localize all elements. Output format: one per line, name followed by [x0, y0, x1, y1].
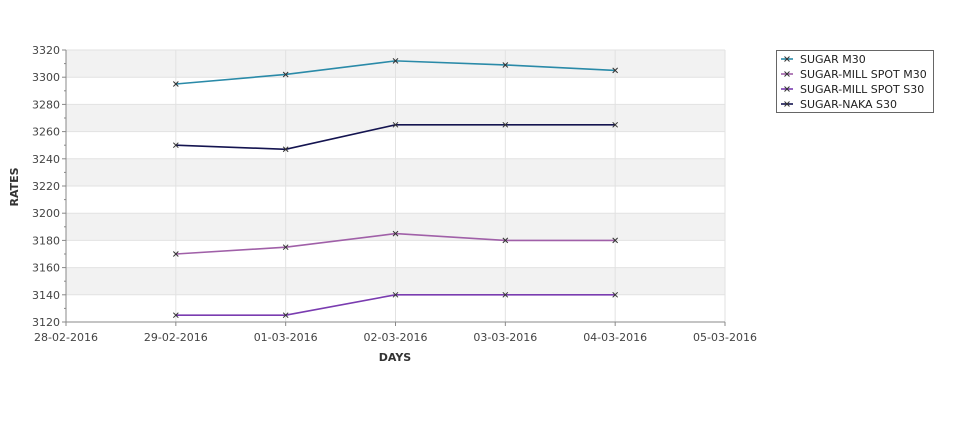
y-tick-label: 3200	[32, 207, 60, 220]
legend-label: SUGAR-MILL SPOT M30	[800, 68, 927, 81]
y-axis-title: RATES	[8, 167, 21, 206]
data-point-marker	[612, 121, 619, 128]
legend-item: SUGAR M30	[781, 53, 866, 66]
data-point-marker	[502, 291, 509, 298]
data-point-marker	[392, 58, 399, 64]
data-point-marker	[612, 291, 619, 298]
data-point-marker	[392, 230, 399, 237]
x-tick-label: 03-03-2016	[473, 331, 537, 344]
legend-label: SUGAR M30	[800, 53, 866, 66]
data-point-marker	[392, 291, 399, 298]
data-point-marker	[282, 71, 289, 78]
data-point-marker	[282, 244, 289, 251]
y-axis-ticks: 3120 3140 3160 3180 3200 3220 3240 3260 3280 3300…	[32, 44, 66, 329]
data-point-marker	[502, 121, 509, 128]
data-point-marker	[502, 237, 509, 244]
series-lines	[172, 58, 619, 319]
data-point-marker	[612, 67, 619, 74]
y-tick-label: 3160	[32, 262, 60, 275]
x-axis-ticks: 28-02-2016 29-02-2016 01-03-2016 02-03-2016…	[34, 322, 757, 344]
y-tick-label: 3120	[32, 316, 60, 329]
legend-label: SUGAR-MILL SPOT S30	[800, 83, 924, 96]
legend-item: SUGAR-MILL SPOT S30	[781, 83, 924, 96]
legend: SUGAR M30 SUGAR-MILL SPOT M30 SUGAR-MILL S…	[776, 50, 934, 113]
x-tick-label: 05-03-2016	[693, 331, 757, 344]
y-tick-label: 3260	[32, 126, 60, 139]
y-tick-label: 3300	[32, 71, 60, 84]
legend-label: SUGAR-NAKA S30	[800, 98, 897, 111]
data-point-marker	[502, 62, 509, 68]
x-tick-label: 29-02-2016	[144, 331, 208, 344]
y-tick-label: 3240	[32, 153, 60, 166]
y-tick-label: 3220	[32, 180, 60, 193]
y-tick-label: 3140	[32, 289, 60, 302]
y-tick-label: 3280	[32, 98, 60, 111]
x-tick-label: 01-03-2016	[254, 331, 318, 344]
data-point-marker	[282, 312, 289, 319]
y-tick-label: 3180	[32, 234, 60, 247]
data-point-marker	[172, 81, 179, 87]
legend-box	[776, 50, 934, 113]
x-tick-label: 04-03-2016	[583, 331, 647, 344]
data-point-marker	[612, 237, 619, 244]
data-point-marker	[172, 251, 179, 257]
data-point-marker	[172, 312, 179, 319]
y-tick-label: 3320	[32, 44, 60, 57]
legend-item: SUGAR-MILL SPOT M30	[781, 68, 927, 81]
x-tick-label: 28-02-2016	[34, 331, 98, 344]
legend-item: SUGAR-NAKA S30	[781, 98, 897, 111]
x-axis-title: DAYS	[379, 351, 412, 364]
data-point-marker	[392, 121, 399, 128]
data-point-marker	[172, 142, 179, 149]
data-point-marker	[282, 146, 289, 153]
x-tick-label: 02-03-2016	[364, 331, 428, 344]
